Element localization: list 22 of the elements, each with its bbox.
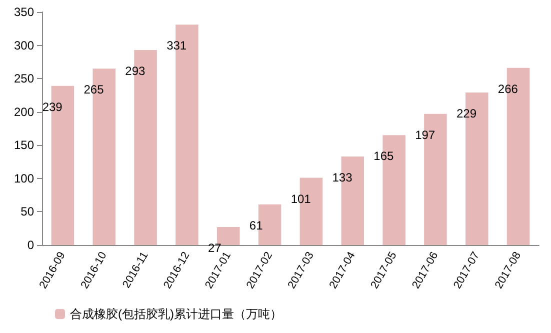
y-tick-label: 250 [14, 72, 34, 86]
y-tick-label: 350 [14, 5, 34, 19]
y-tick-label: 0 [27, 238, 34, 252]
data-label: 239 [42, 100, 63, 114]
data-label: 293 [125, 64, 146, 78]
data-label: 61 [249, 218, 264, 232]
bar [216, 227, 240, 245]
y-tick-label: 200 [14, 104, 34, 119]
data-label: 229 [456, 106, 477, 121]
y-tick-label: 300 [14, 38, 34, 52]
data-label: 165 [374, 149, 394, 164]
data-label: 101 [290, 192, 312, 206]
data-label: 331 [166, 38, 187, 53]
data-label: 265 [84, 82, 104, 97]
data-label: 27 [208, 241, 222, 256]
data-label: 133 [332, 170, 353, 184]
legend-label: 合成橡胶(包括胶乳)累计进口量（万吨） [70, 307, 282, 321]
y-tick-label: 50 [20, 204, 34, 219]
data-label: 197 [415, 128, 436, 142]
y-tick-label: 150 [14, 138, 34, 152]
y-tick-label: 100 [14, 171, 34, 186]
data-label: 266 [498, 82, 518, 96]
